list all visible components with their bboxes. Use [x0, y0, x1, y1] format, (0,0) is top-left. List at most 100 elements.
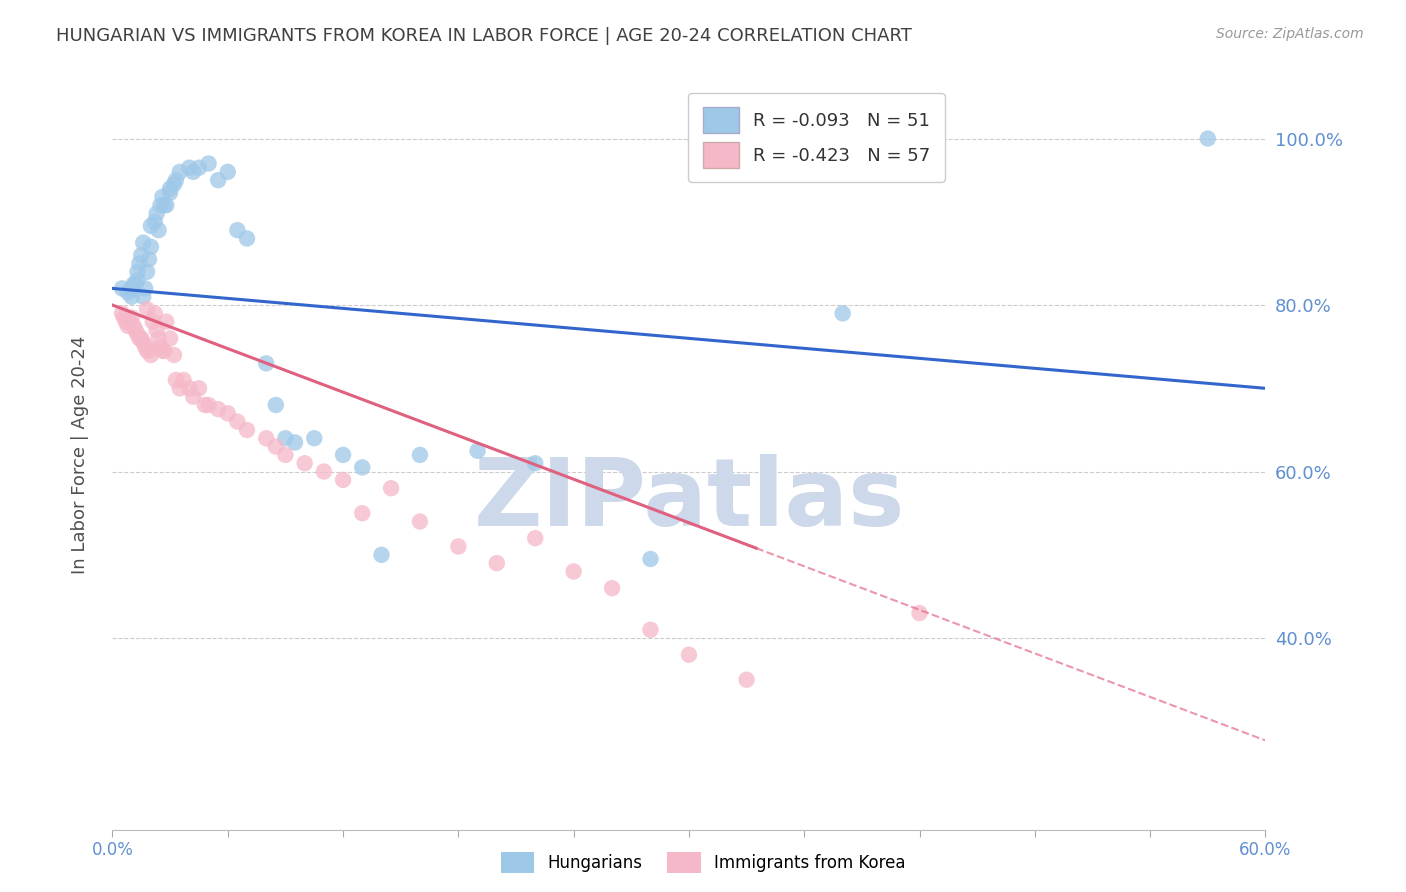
Point	[128, 256, 150, 270]
Text: ZIPatlas: ZIPatlas	[474, 454, 904, 546]
Point	[139, 240, 162, 254]
Point	[136, 302, 159, 317]
Point	[284, 435, 307, 450]
Point	[118, 315, 141, 329]
Point	[122, 277, 145, 292]
Point	[226, 223, 249, 237]
Point	[155, 198, 177, 212]
Point	[134, 340, 156, 354]
Point	[148, 223, 170, 237]
Point	[163, 348, 186, 362]
Point	[132, 290, 155, 304]
Point	[117, 285, 139, 300]
Point	[254, 356, 277, 370]
Point	[145, 206, 167, 220]
Legend: Hungarians, Immigrants from Korea: Hungarians, Immigrants from Korea	[494, 846, 912, 880]
Point	[640, 552, 662, 566]
Point	[152, 343, 174, 358]
Point	[134, 281, 156, 295]
Point	[124, 323, 146, 337]
Point	[678, 648, 700, 662]
Point	[197, 398, 219, 412]
Point	[121, 290, 143, 304]
Point	[132, 235, 155, 250]
Point	[139, 219, 162, 233]
Point	[600, 581, 623, 595]
Point	[149, 340, 172, 354]
Point	[1197, 131, 1219, 145]
Point	[127, 265, 149, 279]
Point	[226, 415, 249, 429]
Point	[485, 556, 508, 570]
Point	[447, 540, 470, 554]
Point	[188, 161, 211, 175]
Point	[735, 673, 758, 687]
Point	[121, 310, 143, 325]
Point	[524, 531, 547, 545]
Point	[163, 178, 186, 192]
Point	[409, 448, 432, 462]
Point	[155, 315, 177, 329]
Point	[207, 173, 229, 187]
Point	[562, 565, 585, 579]
Point	[152, 190, 174, 204]
Point	[143, 215, 166, 229]
Y-axis label: In Labor Force | Age 20-24: In Labor Force | Age 20-24	[70, 335, 89, 574]
Point	[194, 398, 217, 412]
Point	[236, 231, 259, 245]
Point	[129, 331, 153, 345]
Point	[188, 381, 211, 395]
Point	[112, 310, 135, 325]
Point	[127, 327, 149, 342]
Point	[179, 381, 201, 395]
Point	[197, 156, 219, 170]
Point	[274, 431, 297, 445]
Point	[173, 373, 195, 387]
Point	[153, 198, 176, 212]
Text: Source: ZipAtlas.com: Source: ZipAtlas.com	[1216, 27, 1364, 41]
Point	[312, 465, 335, 479]
Point	[236, 423, 259, 437]
Point	[136, 343, 159, 358]
Point	[332, 448, 354, 462]
Point	[264, 440, 287, 454]
Point	[370, 548, 392, 562]
Point	[139, 348, 162, 362]
Point	[332, 473, 354, 487]
Point	[143, 306, 166, 320]
Point	[132, 335, 155, 350]
Point	[908, 606, 931, 620]
Point	[138, 343, 160, 358]
Point	[142, 315, 165, 329]
Point	[159, 186, 181, 200]
Point	[217, 406, 239, 420]
Legend: R = -0.093   N = 51, R = -0.423   N = 57: R = -0.093 N = 51, R = -0.423 N = 57	[689, 93, 945, 182]
Point	[153, 343, 176, 358]
Point	[304, 431, 326, 445]
Point	[169, 381, 191, 395]
Point	[467, 443, 489, 458]
Point	[294, 456, 316, 470]
Point	[181, 390, 204, 404]
Point	[145, 323, 167, 337]
Point	[121, 281, 143, 295]
Point	[117, 318, 139, 333]
Point	[111, 306, 134, 320]
Point	[831, 306, 853, 320]
Point	[524, 456, 547, 470]
Point	[111, 281, 134, 295]
Point	[128, 331, 150, 345]
Point	[254, 431, 277, 445]
Point	[640, 623, 662, 637]
Point	[380, 481, 402, 495]
Point	[159, 181, 181, 195]
Point	[207, 402, 229, 417]
Point	[217, 165, 239, 179]
Point	[409, 515, 432, 529]
Point	[115, 315, 138, 329]
Point	[352, 506, 374, 520]
Point	[129, 248, 153, 262]
Point	[136, 265, 159, 279]
Point	[165, 173, 187, 187]
Point	[169, 165, 191, 179]
